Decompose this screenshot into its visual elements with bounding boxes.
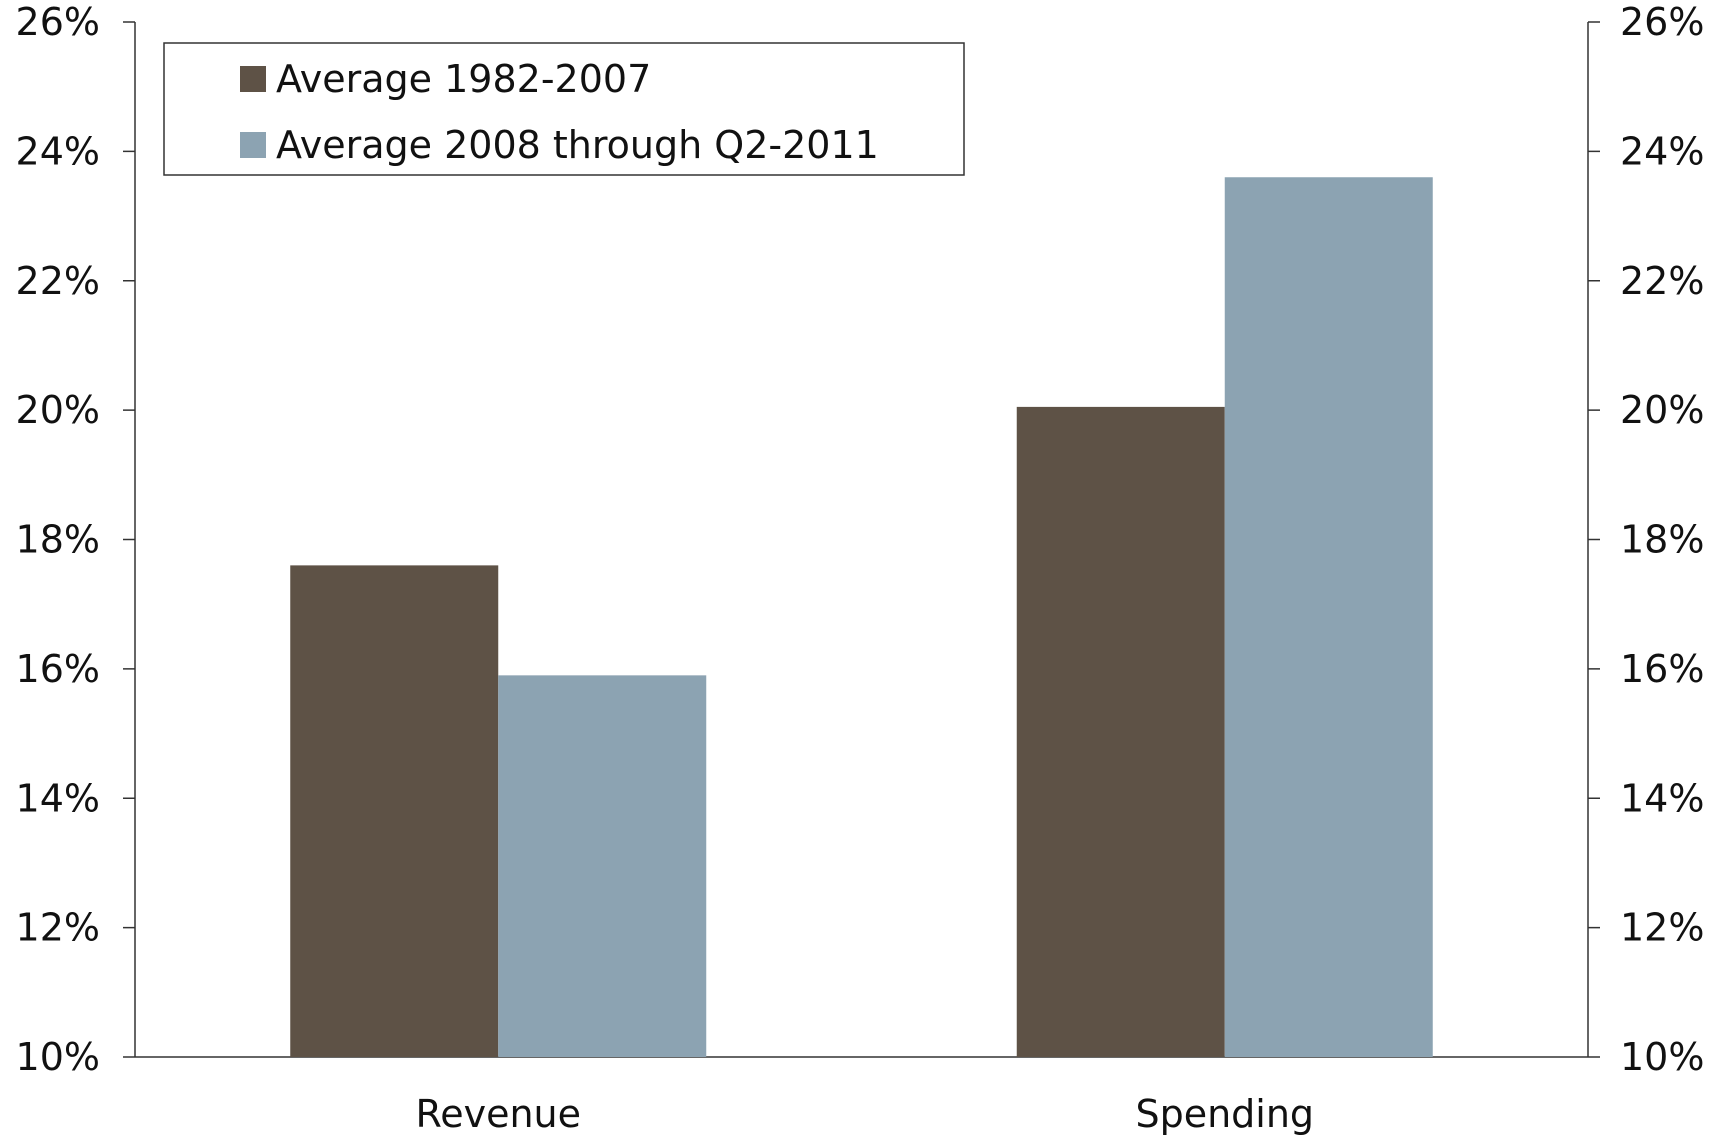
y-ticks: 10% 10% 12% 12% 14% 14% 16% 16% 18% 18% 20% 20% 22% 2… [16,0,1705,1079]
left-tick-label: 26% [16,0,100,44]
left-tick-label: 14% [16,776,100,820]
left-tick-label: 18% [16,518,100,562]
x-category-labels: Revenue Spending [416,1092,1315,1136]
bar-revenue-series-2 [498,675,707,1057]
legend-swatch [240,132,266,158]
bars [290,177,1433,1057]
right-tick-label: 26% [1620,0,1704,44]
left-tick-label: 20% [16,388,100,432]
legend-label: Average 1982-2007 [276,57,651,101]
bar-spending-series-2 [1224,177,1433,1057]
right-tick-label: 24% [1620,129,1704,173]
x-category-label: Revenue [416,1092,582,1136]
right-tick-label: 14% [1620,776,1704,820]
bar-spending-series-1 [1016,406,1225,1057]
legend-label: Average 2008 through Q2-2011 [276,123,879,167]
legend: Average 1982-2007 Average 2008 through Q… [163,42,965,176]
right-tick-label: 20% [1620,388,1704,432]
left-tick-label: 16% [16,647,100,691]
right-tick-label: 12% [1620,906,1704,950]
left-tick-label: 24% [16,129,100,173]
right-tick-label: 16% [1620,647,1704,691]
right-tick-label: 18% [1620,518,1704,562]
left-tick-label: 10% [16,1035,100,1079]
legend-swatch [240,66,266,92]
right-tick-label: 22% [1620,259,1704,303]
right-tick-label: 10% [1620,1035,1704,1079]
legend-box [163,42,965,176]
x-category-label: Spending [1135,1092,1314,1136]
left-tick-label: 22% [16,259,100,303]
left-tick-label: 12% [16,906,100,950]
bar-revenue-series-1 [290,565,499,1057]
